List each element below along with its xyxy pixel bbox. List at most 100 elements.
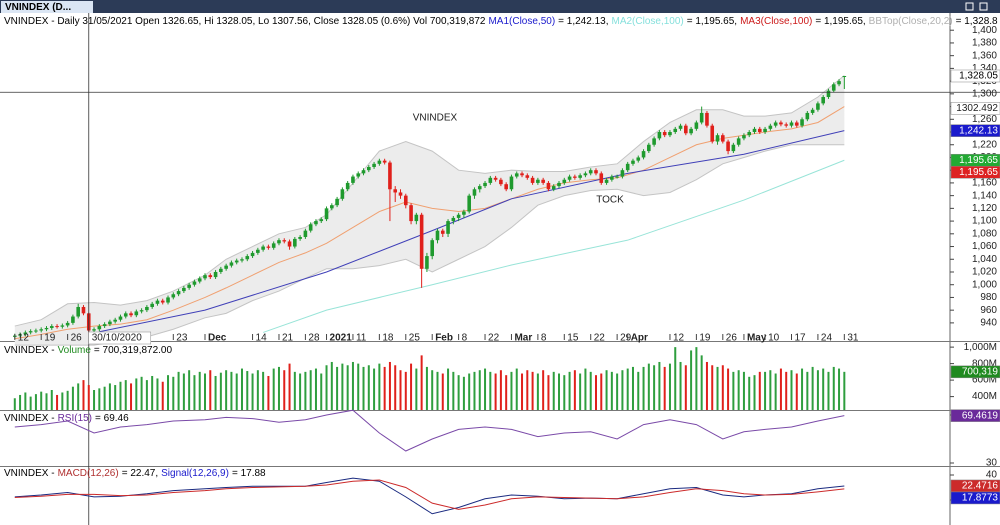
volume-bar: [795, 373, 798, 410]
candle-body: [145, 306, 149, 311]
candle-body: [192, 281, 197, 285]
volume-bar: [462, 376, 465, 410]
volume-bar: [436, 371, 439, 410]
volume-bar: [98, 388, 101, 410]
header-part: = 1,242.13,: [558, 16, 608, 27]
candle-body: [794, 122, 799, 126]
candle-body: [403, 195, 408, 206]
volume-bar: [135, 378, 138, 410]
volume-bar: [410, 363, 413, 410]
candle-body: [636, 157, 641, 161]
tab[interactable]: [1, 1, 93, 13]
candle-body: [472, 189, 477, 196]
candle-body: [831, 84, 836, 91]
candle-body: [800, 119, 804, 126]
candle-body: [779, 122, 783, 125]
panel: [14, 409, 845, 452]
volume-bar: [330, 361, 333, 410]
candle-body: [509, 176, 514, 190]
y-tick-label: 1,300: [972, 88, 997, 99]
annotation: VNINDEX: [413, 113, 458, 124]
header-part: VNINDEX -: [4, 468, 55, 479]
volume-bar: [558, 373, 561, 410]
volume-bar: [13, 398, 16, 410]
candle-body: [763, 128, 767, 133]
candle-body: [277, 240, 281, 244]
candle-body: [583, 173, 588, 176]
y-tick-label: 960: [980, 305, 997, 316]
volume-bar: [219, 372, 222, 410]
candle-body: [668, 132, 672, 136]
window-button[interactable]: [979, 2, 988, 11]
candle-body: [393, 189, 398, 193]
indicator-line: [14, 477, 845, 515]
volume-bar: [140, 376, 143, 410]
candle-body: [182, 287, 186, 292]
candle-body: [208, 275, 213, 278]
x-tick-label: 14: [256, 333, 268, 344]
volume-bar: [246, 371, 249, 410]
panel-header: VNINDEX - RSI(15) = 69.46: [4, 413, 129, 424]
volume-bar: [357, 363, 360, 410]
x-tick-label: 22: [594, 333, 606, 344]
tab-label[interactable]: VNINDEX (D...: [5, 2, 71, 13]
candle-body: [615, 176, 619, 178]
header-part: = 1,195.65,: [815, 16, 865, 27]
candle-body: [678, 125, 683, 129]
volume-bar: [204, 373, 207, 410]
x-tick-label: 2021: [330, 333, 353, 344]
candle-body: [308, 224, 313, 231]
y-tick-label: 1,360: [972, 50, 997, 61]
candle-body: [65, 322, 70, 326]
bollinger-area: [14, 75, 845, 346]
volume-bar: [674, 347, 677, 410]
volume-bar: [367, 365, 370, 410]
candle-body: [657, 132, 662, 139]
volume-bar: [610, 371, 613, 410]
candle-body: [139, 310, 144, 312]
header-part: VNINDEX - Daily 31/05/2021 Open 1326.65,…: [4, 16, 486, 27]
candle-body: [335, 198, 339, 206]
crosshair-x-box: [88, 331, 152, 345]
volume-bar: [394, 365, 397, 410]
volume-bar: [579, 373, 582, 410]
volume-bar: [790, 370, 793, 410]
volume-bar: [156, 378, 159, 410]
volume-bar: [240, 368, 243, 410]
volume-bar: [737, 370, 740, 410]
candle-body: [261, 246, 265, 250]
volume-bar: [542, 370, 545, 410]
volume-bar: [600, 373, 603, 410]
volume-bar: [732, 371, 735, 410]
volume-bar: [811, 366, 814, 410]
x-tick-label: May: [747, 333, 767, 344]
candle-body: [673, 128, 678, 133]
candle-body: [324, 208, 329, 220]
candle-body: [551, 186, 556, 190]
candle-body: [705, 112, 709, 126]
x-tick-label: 24: [821, 333, 833, 344]
x-tick-label: 29: [620, 333, 632, 344]
volume-bar: [822, 368, 825, 410]
volume-bar: [182, 373, 185, 410]
candle-body: [293, 238, 297, 247]
candle-body: [652, 138, 656, 145]
window-button[interactable]: [965, 2, 974, 11]
volume-bar: [705, 361, 708, 410]
candle-body: [28, 331, 33, 333]
candle-body: [842, 75, 847, 77]
volume-bar: [304, 371, 307, 410]
title-bar: [0, 0, 1000, 13]
candle-body: [356, 173, 361, 177]
candle-body: [699, 112, 704, 123]
candle-body: [546, 182, 551, 190]
volume-bar: [478, 370, 481, 410]
volume-bar: [832, 366, 835, 410]
x-tick-label: 12: [18, 333, 30, 344]
crosshair-y-label: 1302.492: [956, 103, 998, 114]
candle-body: [541, 179, 545, 183]
y-tick-label: 40: [986, 470, 998, 481]
header-part: = 1,195.65,: [687, 16, 737, 27]
crosshair-x-label: 30/10/2020: [92, 333, 142, 344]
